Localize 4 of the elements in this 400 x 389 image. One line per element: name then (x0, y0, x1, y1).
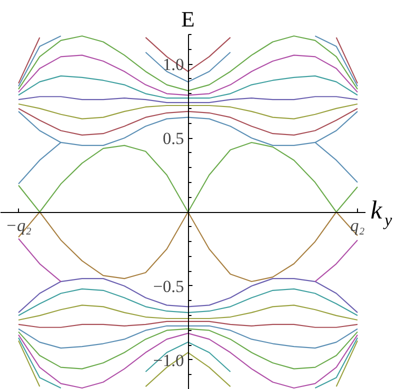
y-axis-title: E (181, 6, 195, 32)
x-tick-label: q₂ (350, 216, 365, 235)
y-tick-label: 0.5 (162, 129, 184, 148)
y-tick-label: −0.5 (153, 276, 184, 296)
